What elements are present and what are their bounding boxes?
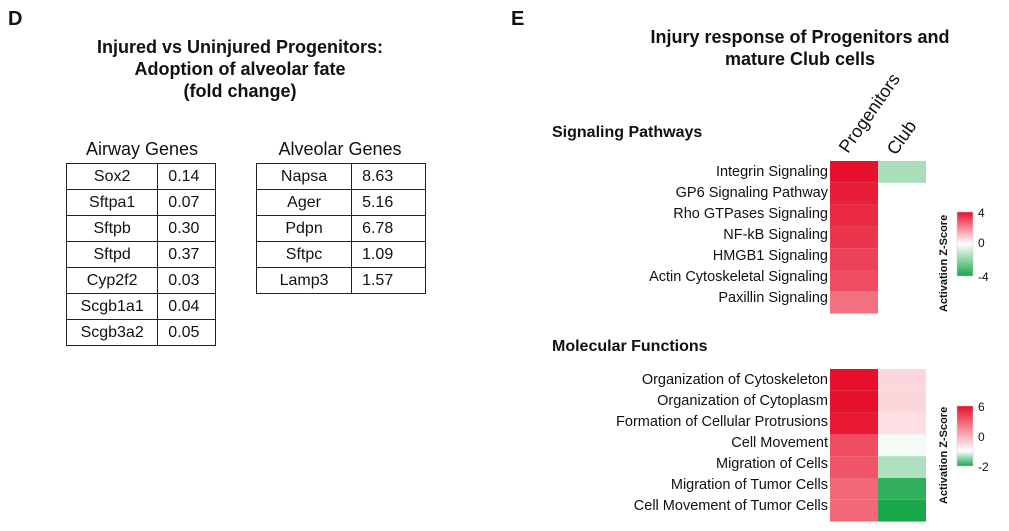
legend-tick-signaling-min: -4 bbox=[978, 270, 989, 284]
gene-name-cell: Sftpa1 bbox=[65, 189, 159, 216]
heatmap-molecular bbox=[830, 369, 926, 522]
heatmap-row-label: HMGB1 Signaling bbox=[712, 248, 828, 264]
gene-name-cell: Sftpc bbox=[255, 241, 353, 268]
gene-name-cell: Sftpb bbox=[65, 215, 159, 242]
fold-change-cell: 0.07 bbox=[157, 189, 216, 216]
gene-name-cell: Sox2 bbox=[65, 163, 159, 190]
fold-change-cell: 5.16 bbox=[351, 189, 426, 216]
gene-row: Sftpa1 0.07 bbox=[65, 189, 216, 216]
panel-e-title: Injury response of Progenitors and matur… bbox=[600, 26, 1000, 70]
fold-change-cell: 0.04 bbox=[157, 293, 216, 320]
heatmap-row-label: Formation of Cellular Protrusions bbox=[616, 414, 828, 430]
heatmap-cell bbox=[830, 434, 878, 457]
heatmap-row-label: Cell Movement bbox=[731, 435, 828, 451]
heatmap-cell bbox=[878, 456, 926, 478]
gene-name-cell: Lamp3 bbox=[255, 267, 353, 294]
heatmap-row-label: Organization of Cytoskeleton bbox=[641, 372, 828, 388]
heatmap-cell bbox=[830, 369, 878, 391]
fold-change-cell: 8.63 bbox=[351, 163, 426, 190]
panel-d-title: Injured vs Uninjured Progenitors: Adopti… bbox=[40, 36, 440, 102]
heatmap-row-label: NF-kB Signaling bbox=[723, 227, 828, 243]
heatmap-cell bbox=[830, 412, 878, 435]
heatmap-cell bbox=[830, 204, 878, 227]
gene-row: Cyp2f2 0.03 bbox=[65, 267, 216, 294]
airway-genes-table: Sox2 0.14 Sftpa1 0.07 Sftpb 0.30 Sftpd 0.37 Cyp2… bbox=[65, 163, 216, 346]
panel-d-title-line-2: Adoption of alveolar fate bbox=[134, 59, 346, 79]
gene-name-cell: Pdpn bbox=[255, 215, 353, 242]
molecular-row-labels: Organization of Cytoskeleton Organization… bbox=[508, 370, 828, 517]
legend-tick-molecular-max: 6 bbox=[978, 400, 985, 414]
section-title-molecular: Molecular Functions bbox=[552, 338, 708, 355]
heatmap-cell bbox=[830, 226, 878, 249]
panel-d-title-line-3: (fold change) bbox=[183, 81, 297, 101]
heatmap-cell bbox=[830, 161, 878, 183]
heatmap-cell bbox=[830, 291, 878, 314]
heatmap-row-label: Rho GTPases Signaling bbox=[673, 206, 828, 222]
heatmap-row-label: Migration of Cells bbox=[715, 456, 828, 472]
fold-change-cell: 0.37 bbox=[157, 241, 216, 268]
legend-tick-molecular-min: -2 bbox=[978, 460, 989, 474]
gene-name-cell: Scgb3a2 bbox=[65, 319, 159, 346]
heatmap-cell bbox=[878, 434, 926, 457]
heatmap-cell bbox=[878, 161, 926, 183]
alveolar-genes-header: Alveolar Genes bbox=[278, 139, 402, 159]
heatmap-cell bbox=[830, 478, 878, 500]
heatmap-signaling bbox=[830, 161, 926, 314]
heatmap-row-label: Paxillin Signaling bbox=[718, 290, 828, 306]
fold-change-cell: 0.05 bbox=[157, 319, 216, 346]
gene-name-cell: Scgb1a1 bbox=[65, 293, 159, 320]
heatmap-row-label: Integrin Signaling bbox=[715, 164, 828, 180]
heatmap-cell bbox=[878, 478, 926, 500]
heatmap-cell bbox=[878, 412, 926, 435]
heatmap-cell bbox=[830, 456, 878, 478]
legend-tick-signaling-mid: 0 bbox=[978, 236, 985, 250]
gene-name-cell: Ager bbox=[255, 189, 353, 216]
panel-letter-d: D bbox=[8, 8, 23, 30]
panel-letter-e: E bbox=[511, 8, 525, 30]
heatmap-cell bbox=[878, 369, 926, 391]
legend-colorbar-signaling bbox=[956, 211, 974, 277]
gene-row: Sox2 0.14 bbox=[65, 163, 216, 190]
heatmap-cell bbox=[830, 390, 878, 413]
alveolar-genes-table: Napsa 8.63 Ager 5.16 Pdpn 6.78 Sftpc 1.09 Lamp3 1… bbox=[255, 163, 426, 294]
gene-row: Sftpd 0.37 bbox=[65, 241, 216, 268]
gene-row: Scgb3a2 0.05 bbox=[65, 319, 216, 346]
legend-colorbar-molecular bbox=[956, 405, 974, 467]
heatmap-cell bbox=[878, 499, 926, 522]
gene-name-cell: Cyp2f2 bbox=[65, 267, 159, 294]
heatmap-row-label: Cell Movement of Tumor Cells bbox=[633, 498, 828, 514]
heatmap-row-label: Organization of Cytoplasm bbox=[657, 393, 828, 409]
panel-d-title-line-1: Injured vs Uninjured Progenitors: bbox=[96, 37, 384, 57]
heatmap-cell bbox=[878, 390, 926, 413]
heatmap-cell bbox=[830, 182, 878, 205]
panel-e-title-line-1: Injury response of Progenitors and bbox=[650, 27, 950, 47]
gene-row: Sftpc 1.09 bbox=[255, 241, 426, 268]
legend-title-signaling: Activation Z-Score bbox=[938, 214, 950, 312]
fold-change-cell: 0.14 bbox=[157, 163, 216, 190]
fold-change-cell: 1.57 bbox=[351, 267, 426, 294]
heatmap-row-label: Migration of Tumor Cells bbox=[670, 477, 828, 493]
heatmap-row-label: GP6 Signaling Pathway bbox=[675, 185, 828, 201]
heatmap-cell bbox=[830, 248, 878, 270]
heatmap-cell bbox=[830, 499, 878, 522]
legend-tick-molecular-mid: 0 bbox=[978, 430, 985, 444]
panel-e-title-line-2: mature Club cells bbox=[724, 49, 876, 69]
gene-row: Lamp3 1.57 bbox=[255, 267, 426, 294]
signaling-row-labels: Integrin Signaling GP6 Signaling Pathway R… bbox=[508, 162, 828, 309]
fold-change-cell: 6.78 bbox=[351, 215, 426, 242]
gene-row: Sftpb 0.30 bbox=[65, 215, 216, 242]
gene-row: Ager 5.16 bbox=[255, 189, 426, 216]
legend-tick-signaling-max: 4 bbox=[978, 206, 985, 220]
heatmap-cell bbox=[830, 270, 878, 292]
airway-genes-header: Airway Genes bbox=[85, 139, 199, 159]
heatmap-row-label: Actin Cytoskeletal Signaling bbox=[649, 269, 828, 285]
gene-row: Pdpn 6.78 bbox=[255, 215, 426, 242]
fold-change-cell: 1.09 bbox=[351, 241, 426, 268]
legend-title-molecular: Activation Z-Score bbox=[938, 406, 950, 504]
gene-row: Scgb1a1 0.04 bbox=[65, 293, 216, 320]
section-title-signaling: Signaling Pathways bbox=[552, 124, 703, 141]
